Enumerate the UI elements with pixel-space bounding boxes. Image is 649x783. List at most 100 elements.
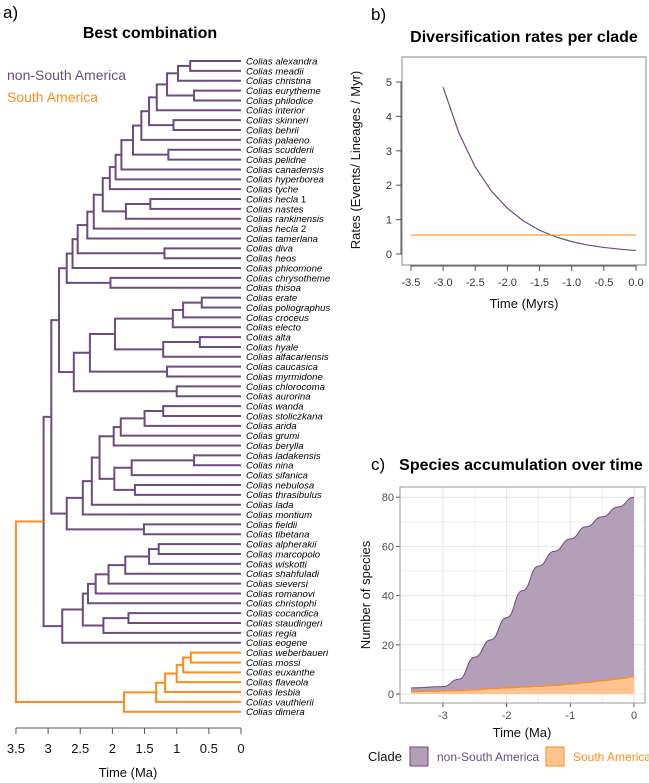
y-tick-label: 60 [382,541,394,553]
tip-label: Colias marcopolo [246,549,321,560]
tip-label: Colias fieldii [246,520,298,531]
tip-label: Colias alpherakii [246,540,317,551]
tip-label: Colias meadii [246,66,304,77]
tip-label: Colias alfacariensis [246,352,329,363]
tip-label: Colias eogene [246,638,307,649]
tip-label: Colias eurytheme [246,86,321,97]
axis-tick-label: 0 [237,741,244,756]
area-non-south-america [411,497,634,694]
axis-tick-label: 0.5 [200,741,218,756]
tip-label: Colias christophi [246,599,317,610]
tip-label: Colias electo [246,323,302,334]
panel-a: a) Best combination non-South America So… [3,3,330,780]
tip-label: Colias rankinensis [246,214,324,225]
y-tick-label: 3 [386,146,392,158]
x-tick-label: -2 [502,710,512,722]
tip-label: Colias euxanthe [246,668,315,679]
y-tick-label: 80 [382,492,394,504]
rate-line-non-south-america [442,86,637,252]
axis-tick-label: 1 [173,741,180,756]
y-tick-label: 0 [388,689,394,701]
tip-label: Colias weberbaueri [246,648,329,659]
tip-label: Colias wanda [246,402,304,413]
panel-c-y-axis-label: Number of species [358,540,373,649]
tip-label: Colias lesbia [246,687,300,698]
tip-label: Colias grumi [246,431,300,442]
panel-a-title: Best combination [83,25,217,42]
tip-label: Colias montium [246,510,312,521]
tip-label: Colias scudderii [246,145,315,156]
panel-b-frame [401,56,647,266]
rates-plot: 0 1 2 3 4 5 -3.5 -3.0 -2.5 -2.0 -1.5 -1.0 -0.5 0.0 [386,77,644,289]
legend-label-south-america: South America [573,750,649,764]
panel-b-title: Diversification rates per clade [410,29,638,46]
tip-label: Colias skinneri [246,116,309,127]
axis-tick-label: 3 [44,741,51,756]
x-tick-label: -3.0 [434,277,453,289]
tip-label: Colias lada [246,500,293,511]
axis-tick-label: 3.5 [7,741,25,756]
tip-label: Colias berylla [246,441,304,452]
x-tick-label: 0 [631,710,637,722]
legend-title: Clade [368,749,402,764]
y-tick-label: 4 [386,111,392,123]
tip-label: Colias pelidne [246,155,306,166]
x-tick-label: -2.5 [466,277,485,289]
tip-label: Colias tyche [246,185,298,196]
tip-label: Colias dimera [246,707,305,718]
tip-label: Colias alta [246,332,291,343]
tip-label: Colias vauthierii [246,697,315,708]
tip-label: Colias chrysotheme [246,273,330,284]
tip-label: Colias caucasica [246,362,318,373]
tip-label: Colias stoliczkana [246,411,323,422]
tip-label: Colias phicomone [246,263,322,274]
tip-label: Colias hecla 2 [246,224,306,235]
panel-c-legend: Clade non-South America South America [368,746,649,767]
tip-label: Colias flaveola [246,678,308,689]
legend-non-south-america: non-South America [7,67,126,83]
panel-c-x-axis-label: Time (Ma) [493,725,552,740]
tip-label: Colias philodice [246,96,313,107]
tip-label: Colias chlorocoma [246,382,325,393]
tip-label: Colias shahfuladi [246,569,320,580]
tip-label: Colias myrmidone [246,372,323,383]
tip-label: Colias nina [246,461,293,472]
tip-label: Colias regia [246,628,297,639]
axis-tick-label: 2 [109,741,116,756]
species-accumulation-plot: 0 20 40 60 80 -3 -2 -1 0 [382,487,645,722]
tip-label: Colias thisoa [246,283,301,294]
x-tick-label: -1.0 [562,277,581,289]
area-south-america [411,676,634,694]
tip-label: Colias hecla 1 [246,194,306,205]
y-tick-label: 0 [386,249,392,261]
tip-label: Colias diva [246,244,293,255]
tip-label: Colias palaeno [246,135,310,146]
y-tick-label: 1 [386,215,392,227]
tip-label: Colias tibetana [246,530,309,541]
tip-label: Colias erate [246,293,297,304]
panel-b-x-axis-label: Time (Myrs) [490,296,559,311]
legend-swatch-south-america [545,746,565,767]
panel-b-y-axis-label: Rates (Events/ Lineages / Myr) [348,71,363,249]
line-south-america [411,676,635,693]
tip-label: Colias heos [246,254,296,265]
tip-label: Colias staudingeri [246,618,323,629]
panel-a-label: a) [3,3,18,22]
tip-label: Colias ladakensis [246,451,321,462]
tip-label: Colias tamerlana [246,234,318,245]
x-tick-label: -0.5 [594,277,613,289]
tip-label: Colias cocandica [246,609,319,620]
y-tick-label: 20 [382,640,394,652]
x-tick-label: -3.5 [401,277,420,289]
tip-label: Colias nastes [246,204,304,215]
axis-tick-label: 2.5 [71,741,89,756]
legend-swatch-non-south-america [409,746,429,767]
tip-label: Colias thrasibulus [246,490,322,501]
panel-c-frame [399,486,646,704]
y-tick-label: 2 [386,180,392,192]
tree-time-axis: 3.5 3 2.5 2 1.5 1 0.5 0 [7,727,245,756]
x-tick-label: -3 [438,710,448,722]
tip-label: Colias hyale [246,342,298,353]
